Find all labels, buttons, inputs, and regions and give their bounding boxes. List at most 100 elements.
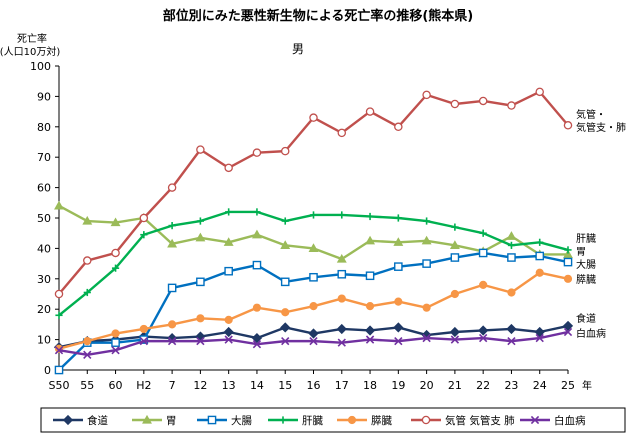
series-7 (54, 327, 573, 359)
data-point (422, 90, 431, 100)
series-end-label: 膵臓 (576, 274, 596, 286)
data-point (393, 322, 404, 333)
data-point (394, 336, 403, 346)
legend-entry: 気管 気管支 肺 (411, 414, 515, 427)
data-point (83, 256, 92, 265)
x-tick-label: 24 (533, 379, 547, 392)
chart-subtitle: 男 (292, 42, 304, 56)
data-point (253, 208, 261, 216)
data-point (365, 335, 375, 344)
data-point (280, 322, 291, 333)
x-tick-label: 55 (80, 379, 94, 392)
data-point (364, 325, 376, 336)
data-point (308, 328, 319, 339)
x-tick-label: 19 (391, 379, 405, 392)
data-point (337, 128, 347, 138)
data-point (535, 251, 545, 261)
data-point (196, 217, 204, 225)
x-tick-label: 23 (504, 379, 518, 392)
data-point (450, 335, 460, 344)
data-point (309, 113, 318, 122)
chart-title: 部位別にみた悪性新生物による死亡率の推移(熊本県) (163, 8, 474, 24)
data-point (449, 240, 460, 249)
data-point (167, 336, 177, 346)
series-end-label: 気管・ (576, 108, 606, 121)
series-1 (53, 320, 574, 353)
y-tick-label: 40 (37, 242, 51, 255)
data-point (111, 329, 120, 338)
data-point (110, 217, 121, 227)
data-point (280, 277, 290, 287)
data-point (111, 248, 120, 258)
data-point (394, 297, 403, 306)
data-point (54, 200, 64, 210)
legend-entry: 肝臓 (268, 415, 323, 427)
data-point (308, 243, 319, 252)
data-point (507, 101, 516, 110)
data-point (223, 237, 234, 246)
data-point (478, 325, 489, 336)
data-point (450, 289, 459, 299)
data-point (393, 237, 404, 246)
data-point (251, 229, 262, 239)
legend-entry: 大腸 (197, 414, 252, 427)
series-line (58, 251, 569, 371)
data-point (83, 350, 92, 359)
data-point (394, 214, 402, 222)
data-point (507, 336, 516, 346)
data-point (507, 288, 516, 297)
legend-label: 胃 (166, 415, 177, 427)
data-point (111, 338, 120, 347)
y-tick-label: 50 (37, 212, 51, 225)
data-point (449, 326, 460, 338)
data-point (280, 146, 290, 156)
data-point (55, 311, 63, 319)
x-tick-label: 18 (363, 379, 377, 392)
x-tick-label: 17 (335, 379, 349, 392)
data-point (309, 336, 318, 346)
y-tick-label: 90 (37, 90, 51, 103)
legend-label: 大腸 (231, 414, 252, 427)
y-axis-label: 死亡率 (17, 32, 47, 45)
data-point (450, 99, 460, 109)
data-point (563, 121, 573, 130)
data-point (394, 122, 403, 132)
data-point (139, 336, 148, 346)
data-point (507, 253, 516, 262)
data-point (196, 336, 205, 346)
plot-area: 0 10 20 30 40 50 60 70 80 90 100 S50 55 60 H2 7 12 13 14 15… (30, 60, 626, 392)
legend-swatch-marker (421, 415, 431, 425)
series-end-label: 白血病 (576, 327, 606, 340)
data-point (139, 335, 149, 344)
data-point (54, 346, 64, 355)
data-point (281, 217, 289, 225)
legend-label: 肝臓 (302, 415, 323, 427)
legend-entry: 膵臓 (337, 415, 392, 427)
data-point (336, 253, 347, 263)
data-point (281, 336, 290, 346)
x-axis-label: 年 (582, 379, 592, 392)
data-point (365, 271, 375, 281)
y-tick-label: 20 (37, 303, 51, 316)
data-point (281, 308, 290, 317)
legend-label: 気管 気管支 肺 (445, 414, 515, 427)
y-axis-unit-label: (人口10万対) (0, 45, 60, 58)
x-tick-label: 7 (169, 379, 176, 392)
series-6 (54, 87, 573, 299)
data-point (507, 241, 516, 249)
data-point (224, 163, 233, 173)
data-point (536, 238, 544, 246)
series-end-label: 気管支・肺 (576, 121, 626, 134)
y-tick-label: 30 (37, 273, 51, 286)
data-point (366, 212, 374, 221)
data-point (336, 323, 347, 335)
data-point (478, 96, 488, 106)
x-tick-label: S50 (49, 379, 70, 392)
y-tick-label: 100 (30, 60, 51, 73)
data-point (195, 232, 206, 242)
x-tick-label: 15 (278, 379, 292, 392)
x-tick-label: 20 (420, 379, 434, 392)
legend-label: 食道 (87, 414, 108, 427)
data-point (252, 339, 262, 349)
